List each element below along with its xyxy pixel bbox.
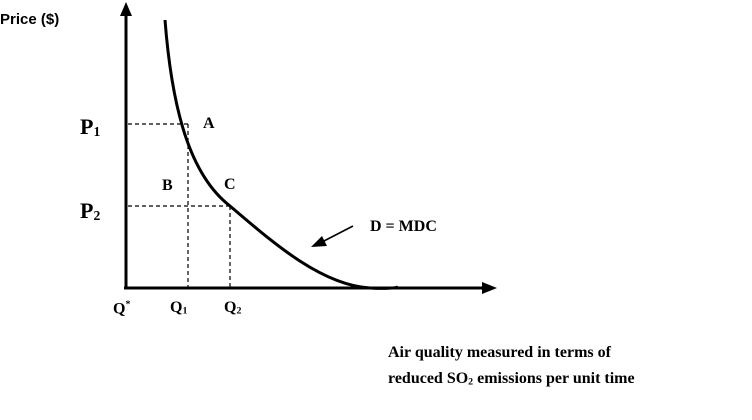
- x-axis-arrowhead: [482, 282, 497, 294]
- q2-label: Q2: [224, 299, 242, 317]
- price-label-p1: P1: [80, 114, 101, 140]
- mdc-demand-curve: [163, 19, 399, 290]
- curve-pointer-arrowhead: [311, 236, 327, 247]
- x-axis-label-line2: reduced SO2 emissions per unit time: [388, 370, 635, 388]
- x-axis-label-line1: Air quality measured in terms of: [388, 344, 611, 361]
- q-star-label: Q*: [113, 299, 131, 318]
- y-axis-label: Price ($): [0, 11, 60, 28]
- q1-label: Q1: [170, 299, 188, 317]
- point-label-b: B: [162, 177, 173, 194]
- y-axis-arrowhead: [120, 2, 132, 16]
- point-label-c: C: [224, 176, 236, 193]
- curve-pointer-arrow: [321, 225, 354, 243]
- price-label-p2: P2: [80, 198, 101, 224]
- point-label-a: A: [203, 115, 215, 132]
- curve-label: D = MDC: [370, 218, 437, 235]
